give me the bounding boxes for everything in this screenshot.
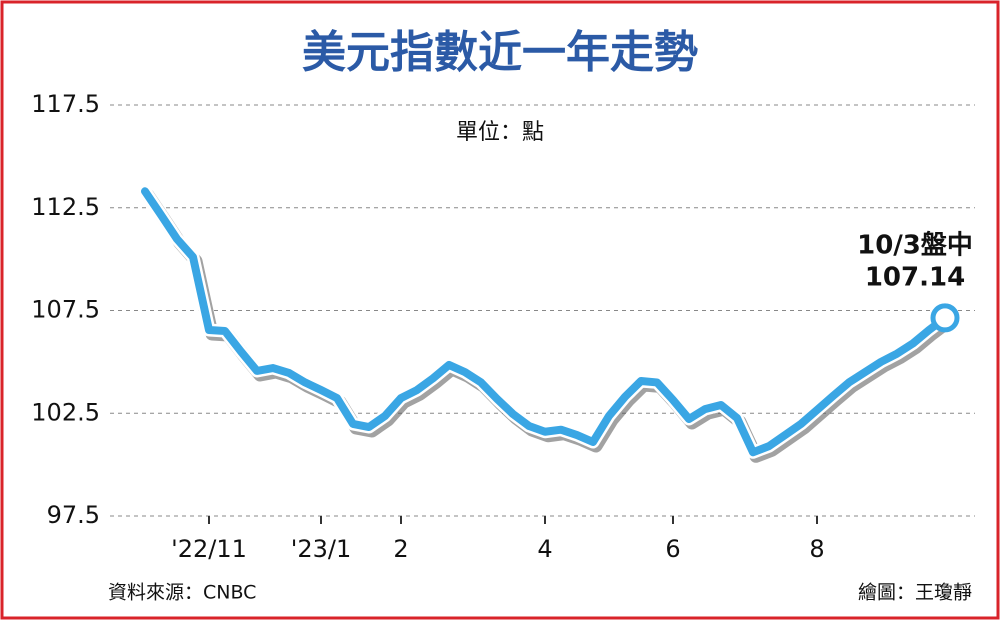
annotation: 10/3盤中 <box>857 230 973 260</box>
chart-title: 美元指數近一年走勢 <box>302 27 698 78</box>
x-tick-label: '23/1 <box>291 535 352 563</box>
x-tick-label: 2 <box>393 535 408 563</box>
y-tick-label: 107.5 <box>31 296 100 324</box>
y-tick-label: 102.5 <box>31 398 100 426</box>
y-tick-label: 117.5 <box>31 90 100 118</box>
x-tick-label: 8 <box>809 535 824 563</box>
unit-label: 單位：點 <box>456 120 544 145</box>
credit: 繪圖：王瓊靜 <box>858 582 972 604</box>
y-tick-label: 112.5 <box>31 193 100 221</box>
x-tick-label: 4 <box>537 535 552 563</box>
value-label: 107.14 <box>865 262 965 292</box>
source: 資料來源：CNBC <box>108 582 256 604</box>
line <box>141 187 949 457</box>
x-tick-label: 6 <box>665 535 680 563</box>
x-tick-label: '22/11 <box>171 535 247 563</box>
y-tick-label: 97.5 <box>47 501 100 529</box>
end-point <box>930 303 960 333</box>
